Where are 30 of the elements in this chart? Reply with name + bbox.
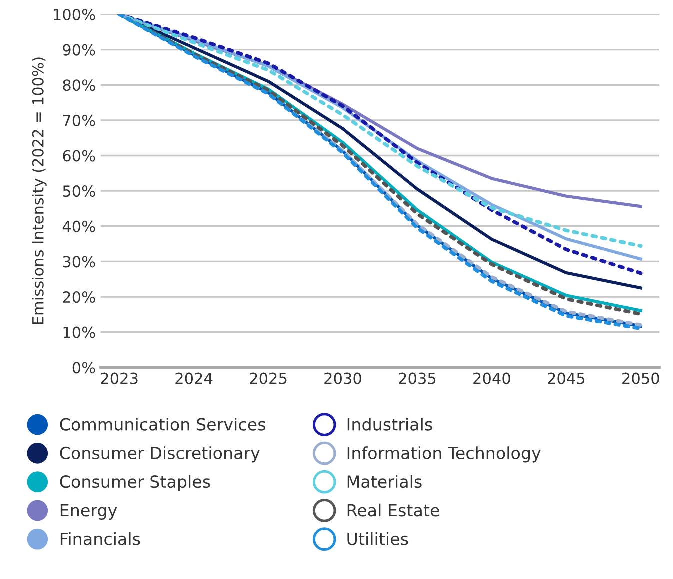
x-tick-label: 2030 (324, 372, 362, 384)
x-tick-label: 2024 (176, 372, 213, 384)
x-tick-label: 2045 (548, 372, 585, 384)
y-tick-label: 30% (63, 256, 96, 268)
y-tick-label: 40% (62, 220, 96, 232)
legend-label: Information Technology (348, 446, 541, 463)
legend-label: Consumer Staples (60, 475, 210, 492)
y-tick-label: 70% (63, 114, 96, 126)
y-tick-label: 60% (63, 150, 96, 162)
x-tick-label: 2035 (399, 372, 436, 384)
legend-label: Energy (60, 504, 118, 520)
legend-label: Industrials (348, 418, 432, 431)
legend-label: Utilities (348, 532, 408, 546)
y-tick-label: 20% (63, 291, 96, 304)
legend-label: Financials (60, 532, 140, 546)
x-tick-label: 2023 (101, 372, 138, 384)
y-tick-label: 90% (63, 44, 96, 56)
legend-label: Consumer Discretionary (60, 446, 260, 463)
x-tick-label: 2025 (250, 372, 287, 384)
y-tick-label: 10% (64, 326, 96, 338)
y-axis-title: Emissions Intensity (2022 = 100%) (32, 58, 47, 324)
y-tick-label: 50% (63, 186, 96, 198)
y-tick-label: 0% (72, 362, 96, 374)
y-tick-label: 80% (63, 80, 96, 92)
x-tick-label: 2050 (622, 372, 660, 384)
y-tick-label: 100% (54, 8, 96, 20)
legend-label: Materials (348, 475, 422, 488)
x-tick-label: 2040 (474, 372, 510, 384)
legend-label: Real Estate (348, 504, 440, 517)
legend-label: Communication Services (60, 418, 266, 431)
